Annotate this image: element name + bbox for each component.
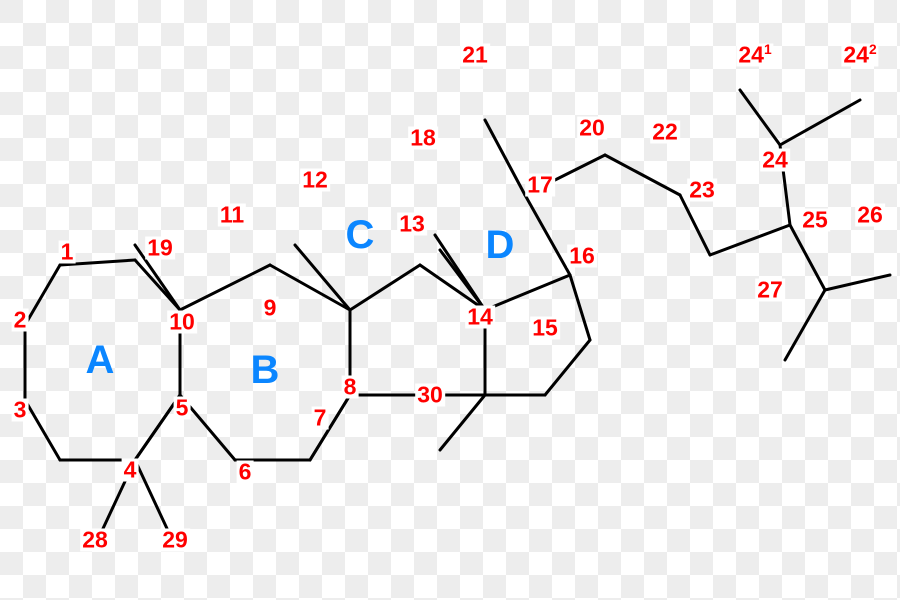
bond-line <box>485 275 570 310</box>
atom-number-label: 25 <box>800 209 830 232</box>
atom-number-label: 16 <box>567 245 597 268</box>
atom-number-label: 1 <box>59 241 76 264</box>
atom-number-label: 13 <box>397 213 427 236</box>
atom-number-label: 30 <box>415 384 445 407</box>
atom-number-label: 19 <box>145 237 175 260</box>
atom-number-label: 242 <box>841 44 878 67</box>
bond-line <box>25 400 60 460</box>
atom-number-label: 29 <box>160 529 190 552</box>
atom-number-label: 24 <box>760 149 790 172</box>
atom-number-label: 15 <box>530 317 560 340</box>
bond-line <box>180 265 270 310</box>
atom-number-label: 21 <box>460 44 490 67</box>
bond-line <box>25 265 60 325</box>
bond-line <box>605 155 680 195</box>
atom-number-label: 14 <box>465 306 495 329</box>
bond-line <box>680 195 710 255</box>
atom-number-label: 28 <box>80 529 110 552</box>
bond-line <box>785 290 825 360</box>
atom-number-label: 20 <box>577 117 607 140</box>
atom-number-label: 10 <box>167 311 197 334</box>
bond-line <box>270 265 350 310</box>
atom-number-label: 2 <box>12 309 29 332</box>
ring-label: B <box>251 350 280 390</box>
atom-number-label: 3 <box>12 399 29 422</box>
atom-number-label: 12 <box>300 169 330 192</box>
atom-number-label: 6 <box>237 461 254 484</box>
atom-number-label: 9 <box>262 297 279 320</box>
atom-number-label: 5 <box>174 397 191 420</box>
ring-label: D <box>486 225 515 265</box>
atom-number-label: 18 <box>408 127 438 150</box>
atom-number-label: 17 <box>525 174 555 197</box>
bond-line <box>790 225 825 290</box>
atom-number-label: 4 <box>122 459 139 482</box>
bond-line <box>525 195 570 275</box>
atom-number-label: 8 <box>342 376 359 399</box>
diagram-canvas: 1234567891011121314151617181920212223242… <box>0 0 900 600</box>
atom-number-label: 7 <box>312 407 329 430</box>
atom-number-label: 241 <box>736 44 773 67</box>
bond-line <box>295 245 350 310</box>
ring-label: A <box>86 340 115 380</box>
bond-line <box>485 120 525 195</box>
bond-line <box>350 265 420 310</box>
atom-number-label: 26 <box>855 204 885 227</box>
atom-number-label: 27 <box>755 279 785 302</box>
bond-line <box>135 460 170 535</box>
atom-number-label: 11 <box>218 204 246 227</box>
bond-line <box>440 250 485 310</box>
bond-line <box>780 100 860 145</box>
bond-line <box>740 90 780 145</box>
bond-line <box>545 340 590 395</box>
bond-line <box>710 225 790 255</box>
atom-number-label: 22 <box>650 121 680 144</box>
bond-line <box>570 275 590 340</box>
bond-line <box>825 275 890 290</box>
ring-label: C <box>346 215 375 255</box>
bond-line <box>440 395 485 450</box>
atom-number-label: 23 <box>687 179 717 202</box>
